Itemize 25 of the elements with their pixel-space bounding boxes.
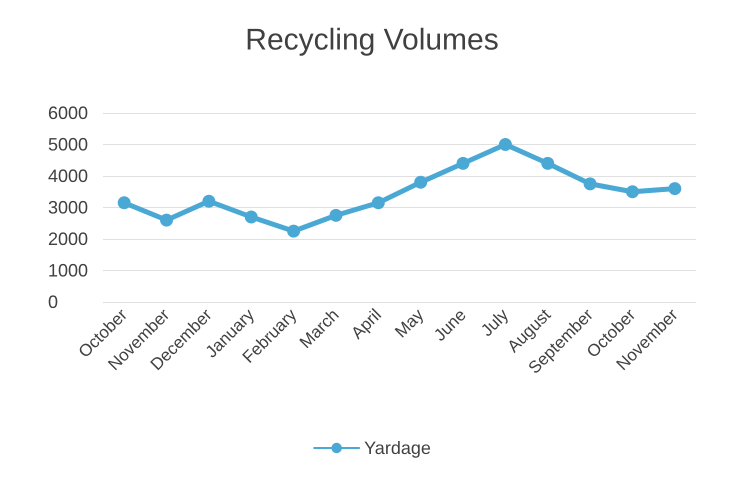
y-tick-label: 2000 xyxy=(48,229,88,249)
point xyxy=(329,208,342,222)
y-tick-label: 5000 xyxy=(48,134,88,154)
point xyxy=(118,196,131,210)
point xyxy=(584,177,597,190)
y-tick-label: 1000 xyxy=(48,260,88,280)
legend-label: Yardage xyxy=(364,438,431,458)
point xyxy=(541,156,554,170)
point xyxy=(160,214,174,227)
point xyxy=(626,185,639,198)
x-tick-label: July xyxy=(477,304,512,340)
y-tick-label: 0 xyxy=(48,292,58,312)
y-tick-label: 3000 xyxy=(48,198,88,218)
y-tick-label: 6000 xyxy=(48,103,88,123)
point xyxy=(456,156,470,170)
point xyxy=(244,210,258,224)
x-tick-label: May xyxy=(391,304,428,342)
point xyxy=(372,196,385,210)
point xyxy=(668,182,682,196)
y-tick-label: 4000 xyxy=(48,166,88,186)
point xyxy=(414,176,428,189)
point xyxy=(287,224,300,238)
point xyxy=(202,194,216,208)
chart-title: Recycling Volumes xyxy=(245,24,499,56)
point xyxy=(498,138,512,151)
